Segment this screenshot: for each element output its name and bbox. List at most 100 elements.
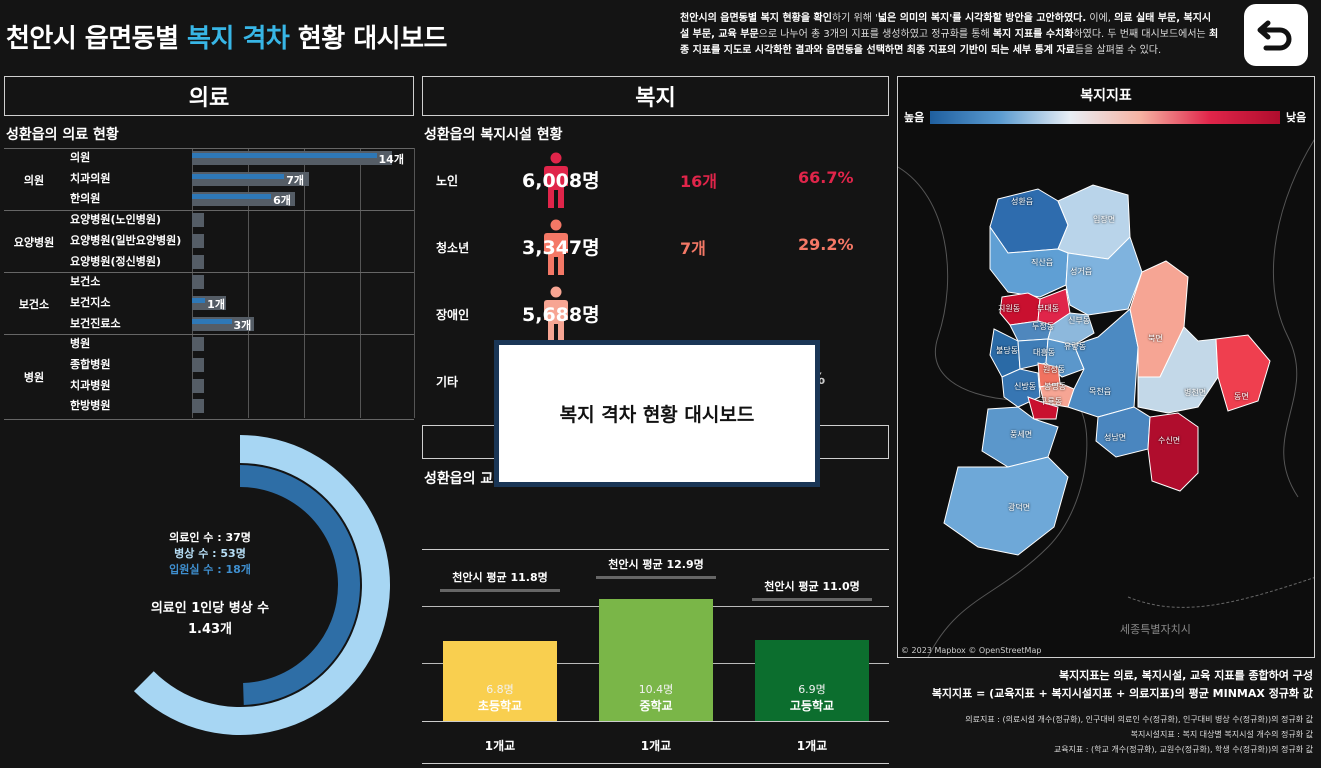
dashboard-modal[interactable]: 복지 격차 현황 대시보드 (494, 340, 820, 487)
room-count: 입원실 수 : 18개 (169, 563, 251, 576)
region-pungse[interactable] (981, 406, 1059, 468)
medical-row-label: 요양병원(노인병원) (70, 213, 162, 227)
education-bar-value: 6.9명 (798, 683, 826, 696)
legend-low-label: 낮음 (1286, 111, 1307, 124)
region-byeongcheon[interactable] (1137, 326, 1219, 414)
region-dong[interactable] (1215, 334, 1271, 412)
medical-bar (192, 337, 204, 352)
medical-group-label: 요양병원 (13, 236, 55, 250)
region-susin[interactable] (1147, 412, 1199, 492)
welfare-category: 청소년 (436, 241, 470, 255)
gridline (360, 148, 361, 418)
school-type-label: 고등학교 (789, 699, 835, 713)
region-gwangdeok[interactable] (943, 456, 1069, 556)
welfare-map-panel[interactable]: 복지지표 높음 낮음 성환읍 입장면 직산읍 성거읍 치원동 부대동 두정동 신부동 불당동 대흥… (897, 76, 1315, 658)
map-region-label: 불당동 (996, 346, 1019, 355)
beds-per-doctor-label: 의료인 1인당 병상 수 (150, 601, 270, 616)
medical-bar-fill (192, 318, 232, 324)
school-type-label: 중학교 (639, 699, 673, 713)
education-bar-value: 6.8명 (486, 683, 514, 696)
bed-count: 병상 수 : 53명 (174, 547, 246, 560)
map-region-label: 신방동 (1014, 382, 1037, 391)
education-bar-value: 10.4명 (638, 683, 674, 696)
map-region-label: 입장면 (1093, 215, 1116, 224)
school-type-label: 초등학교 (477, 699, 523, 713)
group-separator (4, 272, 414, 274)
gridline (248, 148, 249, 418)
welfare-section-header: 복지 (422, 76, 889, 116)
medical-row-label: 종합병원 (70, 358, 111, 371)
choropleth-map[interactable] (898, 77, 1315, 658)
medical-group-label: 보건소 (18, 298, 50, 312)
legend-high-label: 높음 (904, 111, 925, 124)
map-region-label: 광덕면 (1008, 503, 1031, 512)
medical-bar-fill (192, 173, 285, 179)
medical-bar (192, 378, 204, 393)
gridline (422, 763, 889, 764)
medical-row-label: 의원 (70, 151, 91, 164)
group-separator (4, 334, 414, 336)
medical-row-label: 보건소 (70, 275, 101, 289)
donut-inner-ring (240, 465, 361, 705)
school-count: 1개교 (484, 739, 516, 753)
person-icon (544, 286, 568, 342)
map-region-label: 성환읍 (1011, 197, 1034, 206)
medical-row-label: 병원 (70, 337, 91, 351)
footer-line-5: 교육지표 : (학교 개수(정규화), 교원수(정규화), 학생 수(정규화))… (1053, 745, 1313, 754)
medical-bar (192, 213, 204, 228)
medical-section-header: 의료 (4, 76, 414, 116)
average-line (596, 576, 716, 580)
map-region-label: 신부동 (1068, 316, 1091, 325)
beds-per-doctor: 의료인 1인당 병상 수 1.43개 (120, 598, 300, 640)
average-line (752, 598, 872, 602)
education-subtitle: 성환읍의 교 (424, 471, 494, 487)
gridline (414, 148, 415, 418)
medical-row-label: 보건진료소 (70, 316, 121, 330)
medical-bar (192, 358, 204, 372)
welfare-row: 노인 6,008명 16개 66.7% (422, 152, 882, 212)
medical-bar (192, 254, 204, 269)
map-region-label: 북면 (1148, 334, 1163, 343)
map-region-label: 성남면 (1104, 433, 1127, 442)
medical-bar (192, 399, 204, 414)
gridline (304, 148, 305, 418)
map-region-label: 수신면 (1158, 436, 1181, 445)
donut-labels: 의료인 수 : 37명 병상 수 : 53명 입원실 수 : 18개 (130, 530, 290, 578)
education-bar (755, 640, 869, 721)
person-icon (544, 219, 568, 275)
map-region-label: 병천면 (1184, 388, 1207, 397)
back-button[interactable] (1244, 4, 1308, 66)
map-region-label: 부대동 (1037, 304, 1060, 313)
medical-bar-fill (192, 194, 272, 200)
map-attribution: © 2023 Mapbox © OpenStreetMap (901, 646, 1042, 655)
welfare-subtitle: 성환읍의 복지시설 현황 (424, 127, 563, 143)
map-region-label: 풍세면 (1010, 430, 1033, 439)
average-label: 천안시 평균 12.9명 (608, 558, 704, 572)
medical-bar (192, 233, 204, 248)
dashboard-description: 천안시의 읍면동별 복지 현황을 확인하기 위해 '넓은 의미의 복지'를 시각… (680, 13, 1219, 56)
footer-line-2: 복지지표 = (교육지표 + 복지시설지표 + 의료지표)의 평균 MINMAX… (931, 687, 1313, 700)
footer-line-4: 복지시설지표 : 복지 대상별 복지시설 개수의 정규화 값 (1130, 730, 1313, 739)
welfare-percentage: 66.7% (798, 168, 854, 187)
beds-per-doctor-value: 1.43개 (187, 622, 233, 637)
medical-bar-value: 1개 (207, 297, 225, 311)
donut-outer-ring (133, 435, 390, 735)
welfare-category: 장애인 (436, 308, 470, 322)
welfare-category: 기타 (436, 375, 459, 389)
medical-group-label: 의원 (23, 174, 45, 188)
medical-bar-fill (192, 153, 377, 158)
welfare-row: 장애인 5,688명 (422, 286, 882, 346)
average-line (440, 588, 560, 592)
medical-bar-fill (192, 297, 206, 303)
region-guryong[interactable] (1027, 396, 1059, 420)
medical-row-label: 요양병원(일반요양병원) (70, 233, 182, 247)
welfare-category: 노인 (436, 174, 459, 188)
medical-bar (192, 275, 204, 290)
footer-line-3: 의료지표 : (의료시설 개수(정규화), 인구대비 의료인 수(정규화), 인… (965, 715, 1313, 724)
medical-row-label: 보건지소 (70, 295, 111, 309)
group-separator (4, 419, 414, 421)
medical-donut-chart (133, 435, 390, 735)
welfare-population: 6,008명 (522, 170, 600, 192)
medical-row-label: 요양병원(정신병원) (70, 254, 162, 268)
gridline (422, 549, 889, 550)
